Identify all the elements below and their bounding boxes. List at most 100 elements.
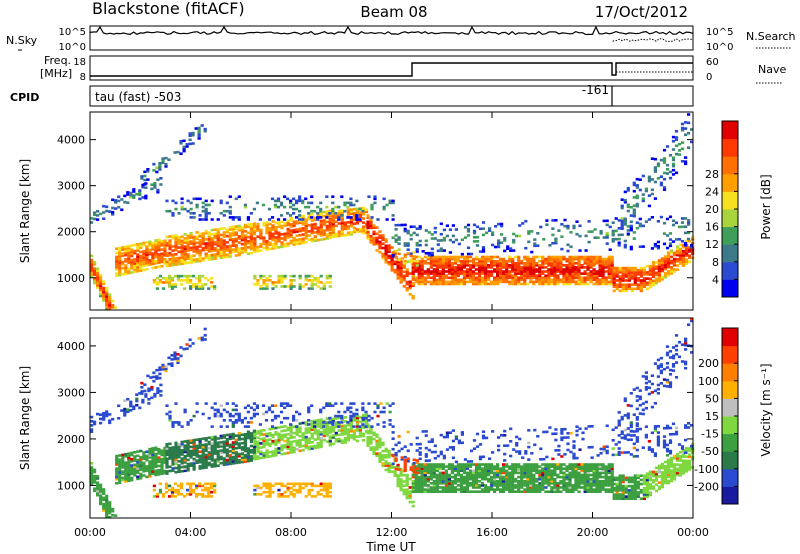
- data-cell: [560, 247, 564, 251]
- data-cell: [429, 266, 433, 269]
- power-heatmap-data: [90, 113, 695, 311]
- data-cell: [399, 484, 403, 488]
- data-cell: [459, 473, 463, 477]
- data-cell: [322, 287, 326, 290]
- data-cell: [139, 449, 143, 453]
- data-cell: [271, 283, 275, 286]
- data-cell: [593, 228, 597, 231]
- data-cell: [556, 264, 560, 267]
- data-cell: [337, 222, 341, 225]
- data-cell: [189, 449, 193, 453]
- data-cell: [289, 434, 293, 437]
- data-cell: [385, 218, 389, 221]
- data-cell: [259, 236, 263, 240]
- data-cell: [325, 226, 329, 230]
- data-cell: [343, 439, 347, 442]
- data-cell: [671, 158, 676, 162]
- data-cell: [262, 439, 266, 442]
- data-cell: [474, 264, 479, 267]
- data-cell: [411, 270, 415, 273]
- data-cell: [523, 480, 527, 483]
- data-cell: [408, 282, 412, 286]
- data-cell: [632, 214, 636, 218]
- data-cell: [623, 217, 627, 221]
- data-cell: [447, 467, 451, 470]
- data-cell: [562, 274, 566, 277]
- data-cell: [93, 273, 97, 277]
- data-cell: [493, 482, 497, 485]
- data-cell: [675, 268, 680, 271]
- data-cell: [258, 218, 262, 221]
- data-cell: [580, 469, 584, 473]
- data-cell: [471, 270, 476, 273]
- data-cell: [127, 261, 131, 265]
- data-cell: [468, 268, 473, 271]
- data-cell: [337, 205, 341, 209]
- data-cell: [316, 444, 320, 447]
- power-ylabel: Slant Range [km]: [18, 159, 32, 263]
- data-cell: [225, 249, 229, 252]
- data-cell: [249, 459, 253, 462]
- data-cell: [108, 507, 112, 511]
- data-cell: [402, 276, 406, 280]
- data-cell: [538, 484, 542, 487]
- data-cell: [139, 256, 143, 260]
- data-cell: [204, 460, 208, 463]
- data-cell: [130, 254, 134, 258]
- data-cell: [283, 452, 287, 455]
- colorbar-tick-label: 24: [705, 185, 719, 198]
- data-cell: [231, 233, 235, 237]
- data-cell: [165, 463, 169, 467]
- data-cell: [592, 262, 596, 265]
- data-cell: [626, 225, 630, 228]
- colorbar-tick-label: 20: [705, 203, 719, 216]
- data-cell: [405, 492, 409, 496]
- data-cell: [456, 257, 460, 261]
- data-cell: [307, 429, 311, 432]
- data-cell: [487, 477, 491, 481]
- data-cell: [688, 254, 692, 257]
- data-cell: [541, 278, 545, 282]
- data-cell: [136, 269, 140, 273]
- data-cell: [189, 207, 193, 211]
- data-cell: [186, 454, 190, 457]
- data-cell: [636, 287, 640, 291]
- data-cell: [417, 282, 421, 286]
- data-cell: [210, 285, 214, 288]
- data-cell: [108, 509, 112, 513]
- data-cell: [123, 200, 127, 204]
- data-cell: [304, 440, 308, 443]
- data-cell: [630, 275, 634, 278]
- data-cell: [249, 432, 253, 435]
- data-cell: [108, 303, 112, 307]
- data-cell: [532, 465, 536, 468]
- data-cell: [136, 462, 140, 466]
- data-cell: [520, 465, 524, 468]
- data-cell: [509, 247, 513, 250]
- data-cell: [514, 484, 518, 487]
- data-cell: [641, 193, 645, 196]
- data-cell: [148, 242, 152, 246]
- data-cell: [259, 243, 263, 246]
- data-cell: [393, 466, 397, 469]
- data-cell: [426, 484, 430, 487]
- data-cell: [114, 306, 118, 309]
- data-cell: [657, 275, 661, 279]
- data-cell: [295, 230, 299, 233]
- data-cell: [130, 271, 134, 274]
- data-cell: [663, 271, 668, 275]
- data-cell: [571, 266, 575, 269]
- data-cell: [645, 277, 649, 280]
- data-cell: [496, 266, 500, 269]
- data-cell: [396, 482, 400, 486]
- data-cell: [213, 464, 217, 468]
- data-cell: [514, 262, 518, 265]
- data-cell: [165, 445, 169, 448]
- data-cell: [105, 513, 109, 517]
- data-cell: [441, 471, 445, 475]
- data-cell: [441, 280, 445, 284]
- data-cell: [301, 220, 305, 224]
- data-cell: [99, 490, 103, 493]
- data-cell: [451, 240, 455, 244]
- data-cell: [118, 265, 122, 269]
